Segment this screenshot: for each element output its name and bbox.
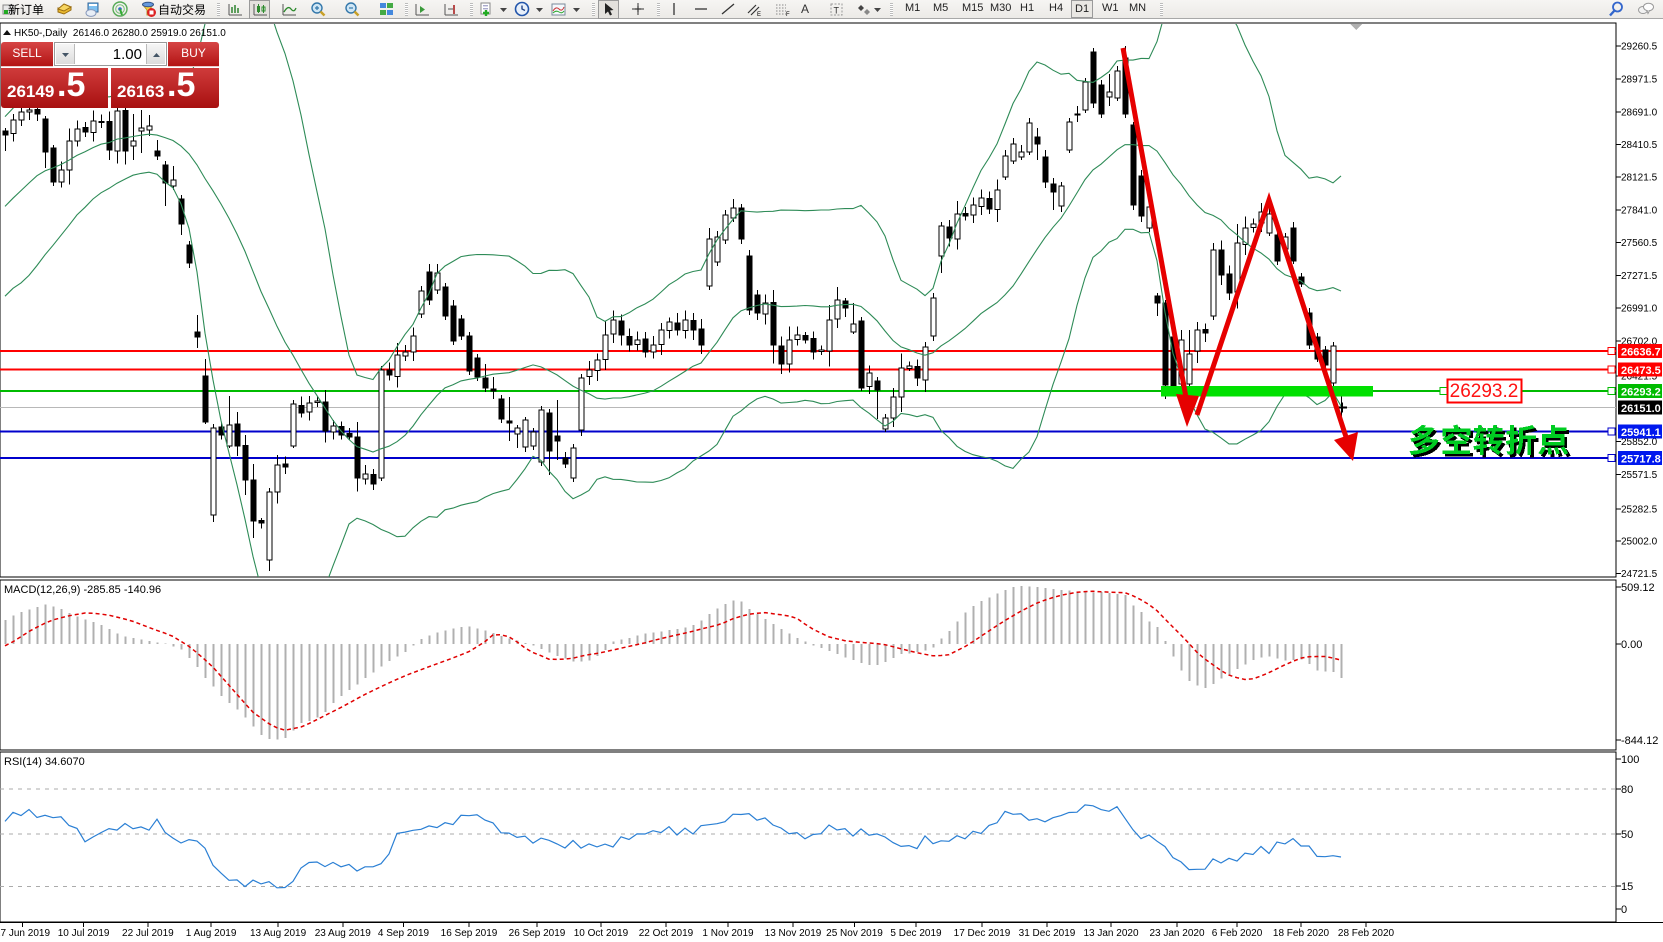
svg-text:80: 80: [1621, 784, 1633, 796]
svg-text:17 Dec 2019: 17 Dec 2019: [954, 928, 1011, 939]
svg-text:509.12: 509.12: [1621, 582, 1655, 594]
svg-text:0.00: 0.00: [1621, 639, 1642, 651]
svg-text:28 Feb 2020: 28 Feb 2020: [1338, 928, 1395, 939]
svg-text:26991.0: 26991.0: [1621, 304, 1658, 315]
svg-text:13 Jan 2020: 13 Jan 2020: [1083, 928, 1138, 939]
svg-text:28121.5: 28121.5: [1621, 173, 1658, 184]
svg-text:13 Aug 2019: 13 Aug 2019: [250, 928, 307, 939]
svg-text:100: 100: [1621, 754, 1639, 766]
svg-text:25717.8: 25717.8: [1621, 454, 1661, 466]
svg-text:0: 0: [1621, 904, 1627, 916]
svg-text:E: E: [757, 12, 761, 18]
svg-text:27271.5: 27271.5: [1621, 271, 1658, 282]
svg-text:1 Aug 2019: 1 Aug 2019: [186, 928, 237, 939]
svg-text:T: T: [834, 6, 840, 16]
svg-text:23 Aug 2019: 23 Aug 2019: [315, 928, 372, 939]
svg-text:26293.2: 26293.2: [1450, 381, 1519, 402]
svg-text:F: F: [786, 12, 790, 18]
svg-text:28691.0: 28691.0: [1621, 108, 1658, 119]
svg-text:16 Sep 2019: 16 Sep 2019: [441, 928, 498, 939]
svg-text:26421.5: 26421.5: [1621, 372, 1658, 383]
svg-text:1 Nov 2019: 1 Nov 2019: [702, 928, 754, 939]
svg-text:-844.12: -844.12: [1621, 735, 1658, 747]
svg-text:25282.5: 25282.5: [1621, 505, 1658, 516]
svg-text:31 Dec 2019: 31 Dec 2019: [1019, 928, 1076, 939]
svg-text:27 Jun 2019: 27 Jun 2019: [0, 928, 50, 939]
svg-text:26702.0: 26702.0: [1621, 337, 1658, 348]
svg-text:25941.1: 25941.1: [1621, 427, 1661, 439]
svg-text:26151.0: 26151.0: [1621, 403, 1661, 415]
svg-text:4 Sep 2019: 4 Sep 2019: [378, 928, 430, 939]
svg-text:13 Nov 2019: 13 Nov 2019: [765, 928, 822, 939]
svg-text:5 Dec 2019: 5 Dec 2019: [890, 928, 942, 939]
svg-text:26293.2: 26293.2: [1621, 387, 1661, 399]
svg-text:26636.7: 26636.7: [1621, 347, 1661, 359]
svg-text:MACD(12,26,9) -285.85 -140.96: MACD(12,26,9) -285.85 -140.96: [4, 584, 161, 596]
svg-text:RSI(14) 34.6070: RSI(14) 34.6070: [4, 756, 85, 768]
svg-text:27560.5: 27560.5: [1621, 238, 1658, 249]
svg-text:25 Nov 2019: 25 Nov 2019: [826, 928, 883, 939]
svg-text:26473.5: 26473.5: [1621, 365, 1661, 377]
svg-text:25002.0: 25002.0: [1621, 537, 1658, 548]
svg-text:29260.5: 29260.5: [1621, 42, 1658, 53]
svg-text:23 Jan 2020: 23 Jan 2020: [1149, 928, 1204, 939]
svg-text:26 Sep 2019: 26 Sep 2019: [509, 928, 566, 939]
svg-text:22 Oct 2019: 22 Oct 2019: [639, 928, 694, 939]
svg-text:25571.5: 25571.5: [1621, 470, 1658, 481]
svg-text:15: 15: [1621, 881, 1633, 893]
svg-text:50: 50: [1621, 829, 1633, 841]
svg-text:10 Oct 2019: 10 Oct 2019: [574, 928, 629, 939]
svg-text:28971.5: 28971.5: [1621, 75, 1658, 86]
svg-text:10 Jul 2019: 10 Jul 2019: [58, 928, 110, 939]
svg-text:24721.5: 24721.5: [1621, 569, 1658, 580]
svg-text:28410.5: 28410.5: [1621, 140, 1658, 151]
svg-text:27841.0: 27841.0: [1621, 206, 1658, 217]
svg-text:6 Feb 2020: 6 Feb 2020: [1212, 928, 1263, 939]
svg-text:22 Jul 2019: 22 Jul 2019: [122, 928, 174, 939]
svg-text:25852.0: 25852.0: [1621, 437, 1658, 448]
svg-text:18 Feb 2020: 18 Feb 2020: [1273, 928, 1330, 939]
